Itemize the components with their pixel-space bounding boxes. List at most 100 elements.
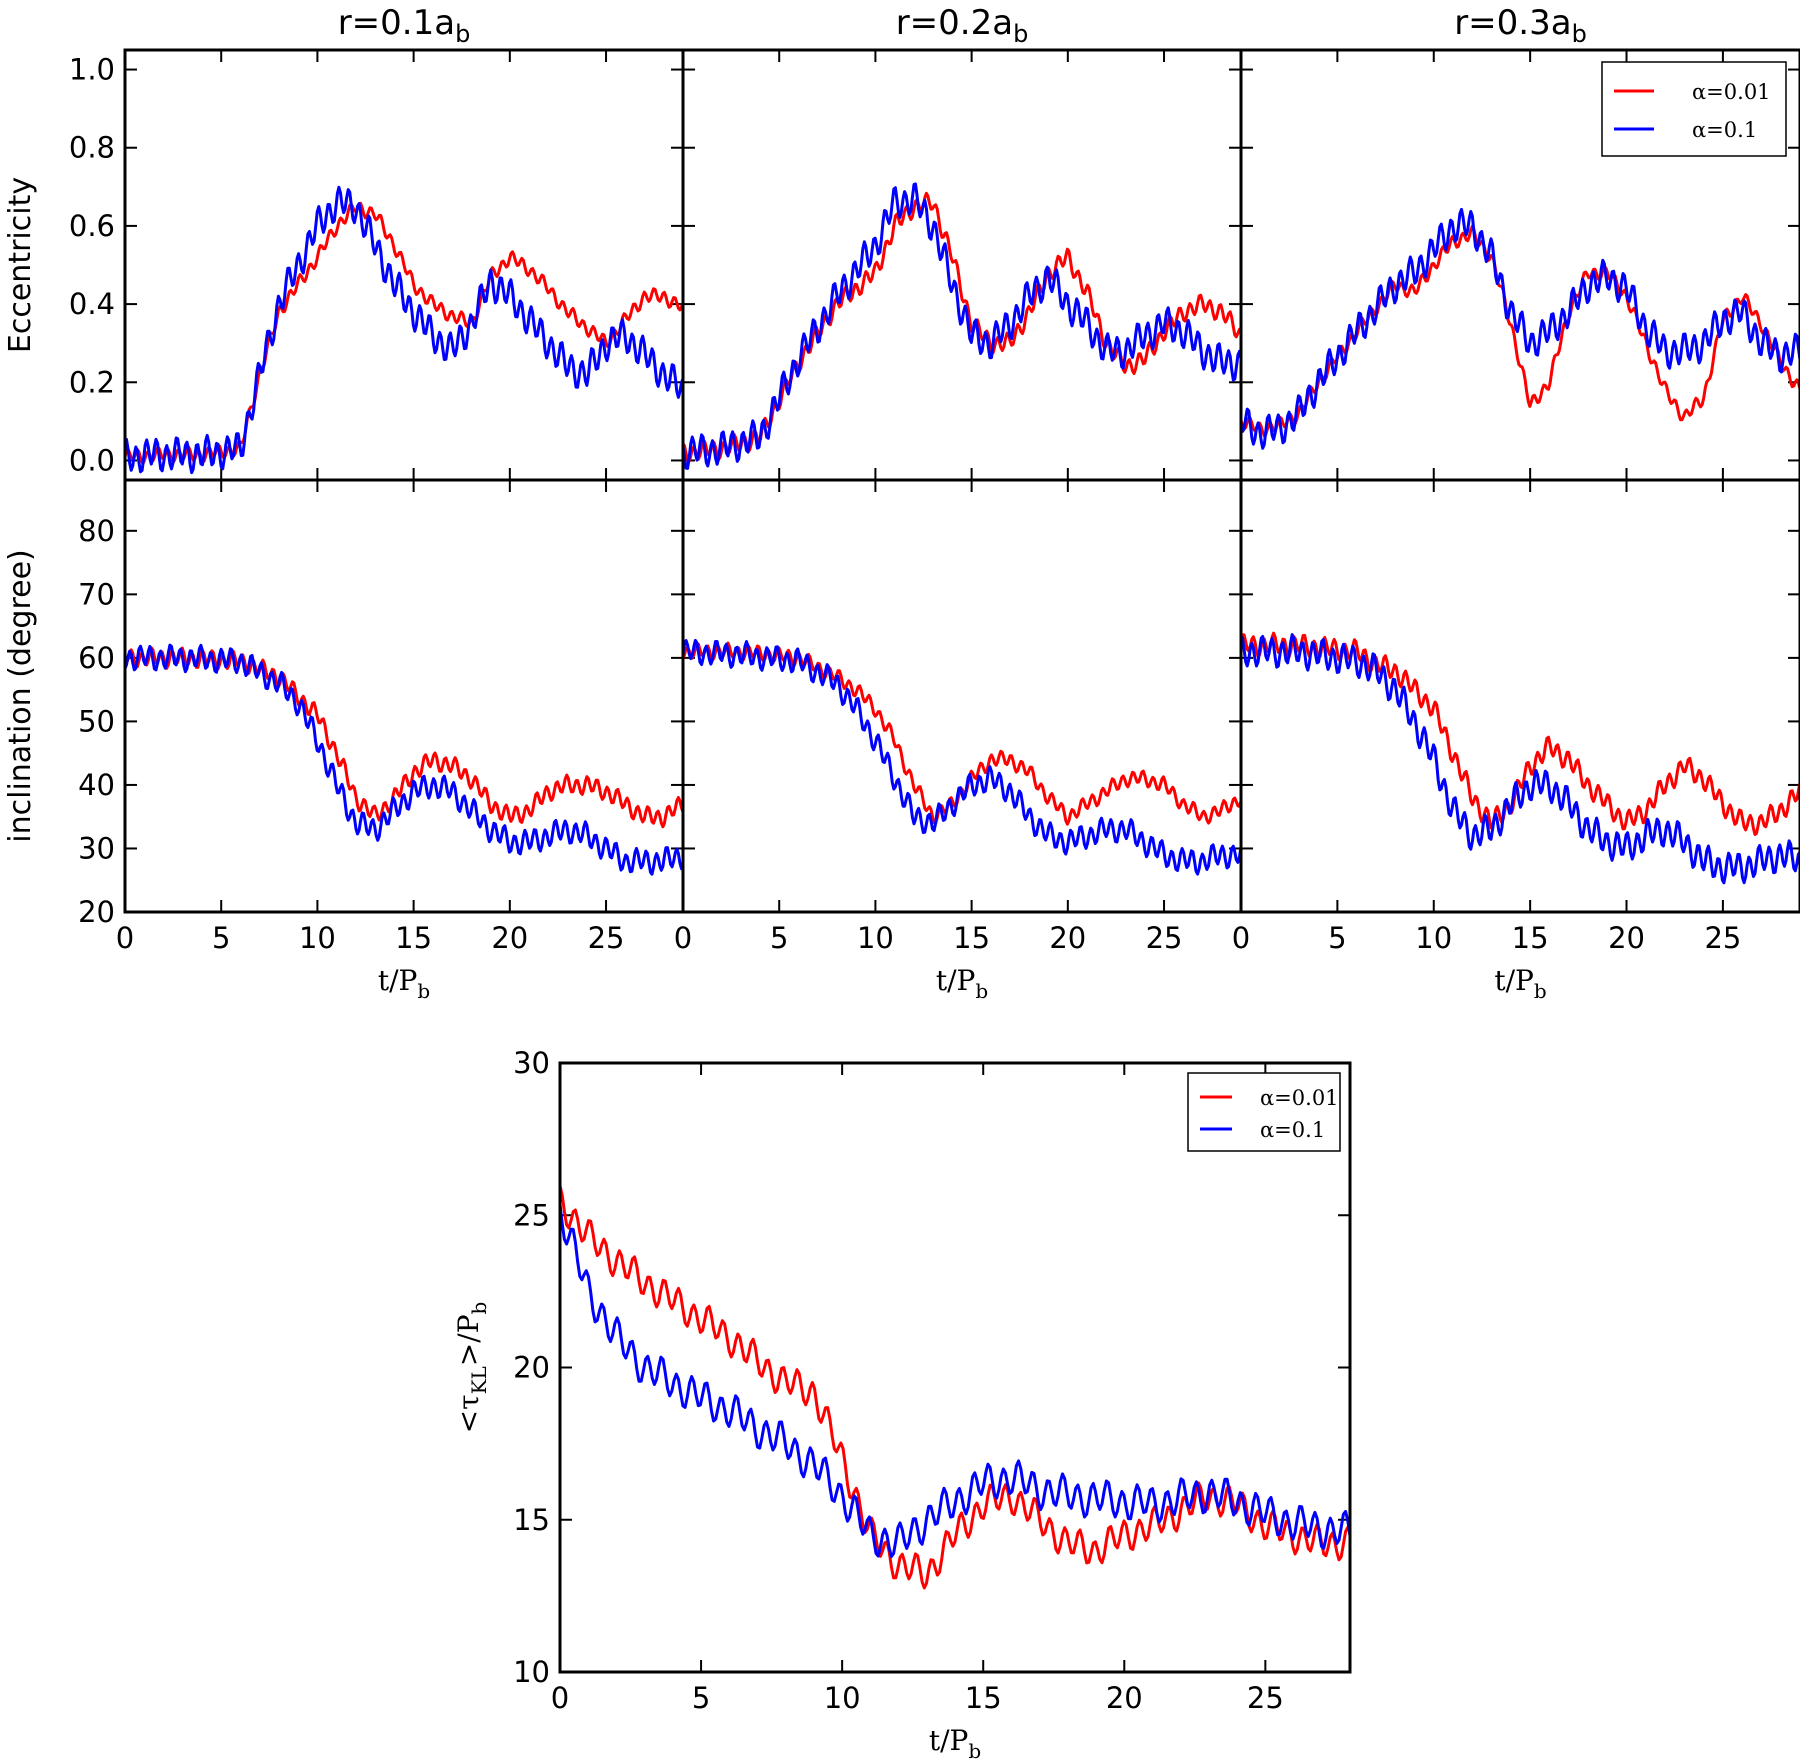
legend: α=0.01 α=0.1 — [1187, 1072, 1341, 1152]
legend-entry: α=0.01 — [1260, 1086, 1339, 1110]
legend-entry: α=0.1 — [1260, 1118, 1325, 1142]
series-group — [683, 182, 1241, 470]
x-axis-label-sub: b — [417, 979, 430, 1003]
y-tick-label: 1.0 — [69, 53, 115, 87]
y-tick-label: 70 — [78, 577, 115, 611]
x-tick-label: 20 — [1049, 921, 1086, 955]
series-line-alpha-0-1 — [125, 643, 683, 876]
x-axis-label-main: t/P — [378, 964, 418, 997]
panel-title-main: r=0.3a — [1454, 3, 1571, 43]
plot-frame — [681, 478, 1243, 914]
panel-top-right-eccentricity: r=0.3ab α=0.01 α=0.1 — [1239, 3, 1800, 482]
x-tick-label: 25 — [1247, 1681, 1284, 1715]
x-tick-label: 20 — [491, 921, 528, 955]
series-line-alpha-0-1 — [1241, 207, 1800, 450]
series-group — [1241, 631, 1800, 885]
panel-title-sub: b — [1572, 20, 1587, 48]
panel-top-left-eccentricity: 0.0 0.2 0.4 0.6 0.8 1.0 r=0.1ab Eccentricity — [3, 3, 685, 482]
y-tick-label: 20 — [513, 1351, 550, 1385]
x-tick-label: 0 — [1232, 921, 1250, 955]
x-axis-label: t/Pb — [378, 964, 430, 1003]
legend-entry: α=0.01 — [1692, 80, 1771, 104]
y-tick-label: 15 — [513, 1503, 550, 1537]
x-tick-label: 5 — [770, 921, 788, 955]
x-axis-label: t/Pb — [936, 964, 988, 1003]
y-tick-label: 0.0 — [69, 443, 115, 477]
y-tick-label: 0.8 — [69, 131, 115, 165]
series-line-alpha-0-1 — [683, 638, 1241, 876]
y-tick-label: 80 — [78, 514, 115, 548]
x-tick-label: 0 — [551, 1681, 569, 1715]
panel-title-sub: b — [455, 20, 470, 48]
y-axis-label-part: >/P — [452, 1314, 485, 1366]
series-group — [125, 643, 683, 876]
series-line-alpha-0-1 — [560, 1204, 1350, 1558]
y-tick-label: 0.6 — [69, 209, 115, 243]
x-axis-label: t/Pb — [929, 1724, 981, 1761]
y-tick-label: 0.4 — [69, 287, 115, 321]
x-tick-label: 10 — [299, 921, 336, 955]
series-line-alpha-0-01 — [125, 201, 683, 464]
x-axis-label-main: t/P — [929, 1724, 969, 1757]
series-group — [1241, 207, 1800, 450]
x-tick-label: 10 — [1415, 921, 1452, 955]
y-axis-label-part: b — [467, 1302, 491, 1315]
panel-title-main: r=0.2a — [896, 3, 1013, 43]
series-group — [560, 1185, 1350, 1590]
plot-frame — [558, 1061, 1352, 1674]
y-tick-label: 25 — [513, 1198, 550, 1232]
y-axis-label-part: <τ — [452, 1394, 485, 1433]
x-tick-label: 5 — [1328, 921, 1346, 955]
x-tick-label: 20 — [1608, 921, 1645, 955]
y-axis-label: <τKL>/Pb — [452, 1302, 491, 1434]
x-tick-label: 15 — [953, 921, 990, 955]
panel-bottom-middle-inclination: 0 5 10 15 20 25 t/Pb — [674, 478, 1243, 1003]
x-tick-label: 5 — [692, 1681, 710, 1715]
plot-frame — [1239, 478, 1800, 914]
y-tick-label: 30 — [78, 831, 115, 865]
series-line-alpha-0-01 — [560, 1185, 1350, 1590]
panel-title-main: r=0.1a — [338, 3, 455, 43]
series-group — [683, 638, 1241, 876]
y-axis-label: inclination (degree) — [3, 549, 38, 842]
y-tick-label: 0.2 — [69, 365, 115, 399]
y-tick-label: 20 — [78, 895, 115, 929]
series-line-alpha-0-01 — [1241, 224, 1800, 438]
x-tick-label: 0 — [116, 921, 134, 955]
x-axis-label-main: t/P — [936, 964, 976, 997]
y-tick-label: 10 — [513, 1655, 550, 1689]
series-line-alpha-0-1 — [1241, 633, 1800, 885]
panel-title-sub: b — [1013, 20, 1028, 48]
y-tick-label: 30 — [513, 1046, 550, 1080]
panel-title: r=0.1ab — [338, 3, 471, 48]
x-tick-label: 10 — [857, 921, 894, 955]
series-line-alpha-0-01 — [1241, 631, 1800, 836]
series-line-alpha-0-1 — [683, 182, 1241, 470]
x-tick-label: 25 — [1704, 921, 1741, 955]
panel-top-middle-eccentricity: r=0.2ab — [681, 3, 1243, 482]
panel-bottom-right-inclination: 0 5 10 15 20 25 t/Pb — [1232, 478, 1800, 1003]
x-tick-label: 10 — [824, 1681, 861, 1715]
x-tick-label: 15 — [965, 1681, 1002, 1715]
x-axis-label-sub: b — [968, 1739, 981, 1761]
x-tick-label: 20 — [1106, 1681, 1143, 1715]
panel-bottom-center-tau: 0 5 10 15 20 251015202530t/Pb<τKL>/Pbα=0.01α=… — [452, 1046, 1352, 1761]
y-tick-label: 50 — [78, 704, 115, 738]
legend-entry: α=0.1 — [1692, 118, 1757, 142]
y-axis-label-part: KL — [467, 1366, 491, 1394]
y-axis-label: Eccentricity — [3, 177, 38, 353]
panel-title: r=0.3ab — [1454, 3, 1587, 48]
x-tick-label: 5 — [212, 921, 230, 955]
y-tick-label: 60 — [78, 641, 115, 675]
x-tick-label: 25 — [1146, 921, 1183, 955]
y-tick-label: 40 — [78, 768, 115, 802]
x-axis-label-sub: b — [975, 979, 988, 1003]
legend-frame — [1187, 1072, 1341, 1152]
series-line-alpha-0-1 — [125, 185, 683, 475]
legend-frame — [1601, 61, 1787, 157]
series-group — [125, 185, 683, 475]
x-axis-label: t/Pb — [1494, 964, 1546, 1003]
panel-bottom-left-inclination: 0 5 10 15 20 25 20 30 40 50 60 70 80 t/Pb inclination … — [3, 478, 685, 1003]
plot-frame — [681, 48, 1243, 482]
panel-title: r=0.2ab — [896, 3, 1029, 48]
